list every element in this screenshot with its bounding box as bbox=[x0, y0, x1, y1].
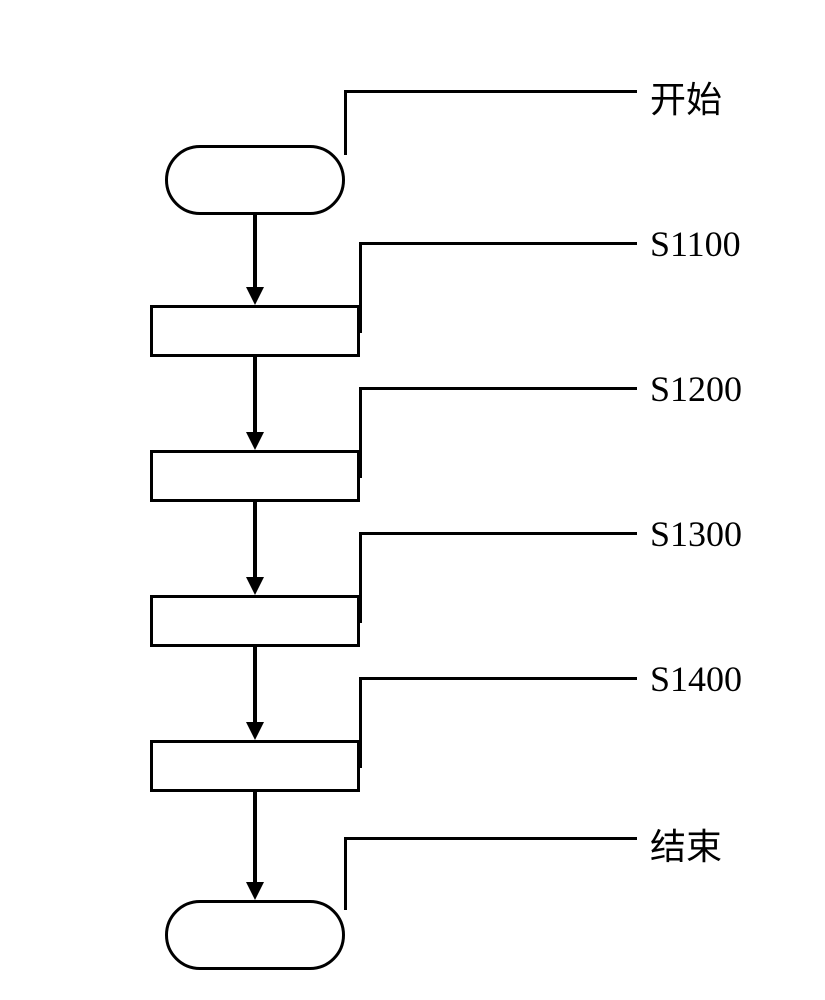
callout-v-s1200 bbox=[359, 390, 362, 478]
callout-v-end bbox=[344, 840, 347, 910]
label-s1400: S1400 bbox=[650, 658, 742, 700]
start-node bbox=[165, 145, 345, 215]
s1200-node bbox=[150, 450, 360, 502]
label-end: 结束 bbox=[650, 818, 722, 870]
callout-v-s1400 bbox=[359, 680, 362, 768]
callout-h-s1300 bbox=[359, 532, 637, 535]
s1100-node bbox=[150, 305, 360, 357]
arrow-head-1 bbox=[246, 287, 264, 305]
callout-h-end bbox=[344, 837, 637, 840]
label-s1200: S1200 bbox=[650, 368, 742, 410]
end-node bbox=[165, 900, 345, 970]
label-start: 开始 bbox=[650, 71, 722, 123]
arrow-line-5 bbox=[253, 792, 257, 883]
arrow-line-2 bbox=[253, 357, 257, 433]
callout-v-start bbox=[344, 93, 347, 155]
arrow-line-4 bbox=[253, 647, 257, 723]
label-s1300: S1300 bbox=[650, 513, 742, 555]
label-s1100: S1100 bbox=[650, 223, 741, 265]
callout-h-s1200 bbox=[359, 387, 637, 390]
callout-v-s1100 bbox=[359, 245, 362, 333]
callout-h-s1400 bbox=[359, 677, 637, 680]
arrow-head-2 bbox=[246, 432, 264, 450]
callout-h-s1100 bbox=[359, 242, 637, 245]
arrow-line-1 bbox=[253, 215, 257, 288]
callout-h-start bbox=[344, 90, 637, 93]
s1400-node bbox=[150, 740, 360, 792]
arrow-head-3 bbox=[246, 577, 264, 595]
arrow-head-4 bbox=[246, 722, 264, 740]
callout-v-s1300 bbox=[359, 535, 362, 623]
arrow-line-3 bbox=[253, 502, 257, 578]
arrow-head-5 bbox=[246, 882, 264, 900]
s1300-node bbox=[150, 595, 360, 647]
